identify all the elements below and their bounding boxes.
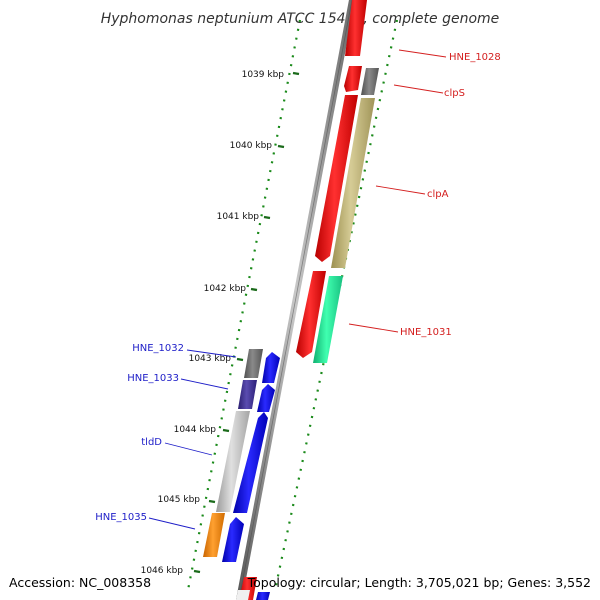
- tick-mark: [208, 499, 216, 504]
- tick-label: 1041 kbp: [217, 212, 260, 222]
- reverse-strand-track: [239, 0, 367, 600]
- cds-arrow-HNE_1031[interactable]: [296, 271, 326, 358]
- feature-HNE_1035[interactable]: [203, 513, 225, 557]
- leader-HNE_1032: [186, 349, 237, 358]
- leader-clpA: [375, 185, 426, 195]
- cds-arrow-HNE_1032[interactable]: [262, 352, 280, 383]
- leader-HNE_1028: [398, 49, 447, 58]
- leader-clpS: [393, 84, 444, 94]
- gene-label-HNE_1033[interactable]: HNE_1033: [127, 373, 179, 384]
- leader-HNE_1033: [180, 378, 229, 390]
- leader-HNE_1031: [348, 323, 399, 333]
- leader-tldD: [164, 442, 213, 456]
- cds-arrow-lower-blue[interactable]: [256, 592, 270, 600]
- map-title: Hyphomonas neptunium ATCC 15444, complet…: [101, 11, 500, 27]
- tick-mark: [292, 71, 300, 76]
- gene-label-HNE_1035[interactable]: HNE_1035: [95, 512, 147, 523]
- tick-label: 1045 kbp: [158, 495, 201, 505]
- tick-mark: [250, 287, 258, 292]
- feature-HNE_1032[interactable]: [244, 349, 263, 378]
- forward-strand-track: [222, 352, 280, 600]
- gene-label-clpS[interactable]: clpS: [444, 88, 465, 99]
- feature-track: [313, 68, 379, 363]
- cds-arrow-HNE_1035[interactable]: [222, 517, 244, 562]
- feature-HNE_1031[interactable]: [313, 276, 343, 363]
- gene-labels: HNE_1028 clpS clpA HNE_1031 HNE_1032 HNE…: [95, 52, 501, 523]
- tick-mark: [193, 569, 201, 574]
- tick-label: 1039 kbp: [242, 70, 285, 80]
- tick-mark: [222, 428, 230, 433]
- tick-label: 1044 kbp: [174, 425, 217, 435]
- tick-mark: [277, 144, 285, 149]
- topology-text: Topology: circular; Length: 3,705,021 bp…: [247, 575, 591, 590]
- inner-feature-track: [203, 349, 263, 600]
- tick-label: 1043 kbp: [189, 354, 232, 364]
- feature-HNE_1033[interactable]: [238, 380, 257, 409]
- gene-label-HNE_1031[interactable]: HNE_1031: [400, 327, 452, 338]
- feature-clpA[interactable]: [331, 98, 375, 268]
- cds-arrow-clpA[interactable]: [315, 95, 358, 262]
- gene-label-clpA[interactable]: clpA: [427, 189, 449, 200]
- cds-arrow-HNE_1033[interactable]: [257, 384, 275, 412]
- accession-text: Accession: NC_008358: [9, 575, 152, 590]
- feature-HNE_1028[interactable]: [361, 68, 379, 95]
- feature-tldD[interactable]: [216, 411, 250, 512]
- gene-label-HNE_1032[interactable]: HNE_1032: [132, 343, 184, 354]
- leader-HNE_1035: [148, 517, 196, 530]
- tick-mark: [263, 215, 271, 220]
- tick-label: 1042 kbp: [204, 284, 247, 294]
- cds-arrow-HNE_1028[interactable]: [345, 0, 367, 56]
- gene-label-tldD[interactable]: tldD: [141, 437, 162, 448]
- genome-backbone: [236, 0, 355, 600]
- cds-arrow-clpS[interactable]: [344, 66, 362, 92]
- scale-ticks: [193, 71, 300, 574]
- feature-lower-white[interactable]: [236, 590, 250, 600]
- tick-label: 1040 kbp: [230, 141, 273, 151]
- tick-mark: [236, 357, 244, 362]
- gene-label-HNE_1028[interactable]: HNE_1028: [449, 52, 501, 63]
- scale-tick-labels: 1039 kbp 1040 kbp 1041 kbp 1042 kbp 1043…: [141, 70, 285, 576]
- label-leaders: [148, 49, 447, 530]
- cds-arrow-tldD[interactable]: [233, 412, 268, 513]
- tick-label: 1046 kbp: [141, 566, 184, 576]
